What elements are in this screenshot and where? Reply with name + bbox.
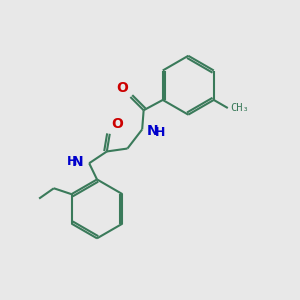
- Text: O: O: [111, 117, 123, 131]
- Text: H: H: [154, 126, 165, 140]
- Text: O: O: [116, 81, 128, 94]
- Text: CH₃: CH₃: [230, 103, 249, 113]
- Text: N: N: [72, 155, 84, 169]
- Text: H: H: [66, 155, 77, 168]
- Text: N: N: [147, 124, 158, 138]
